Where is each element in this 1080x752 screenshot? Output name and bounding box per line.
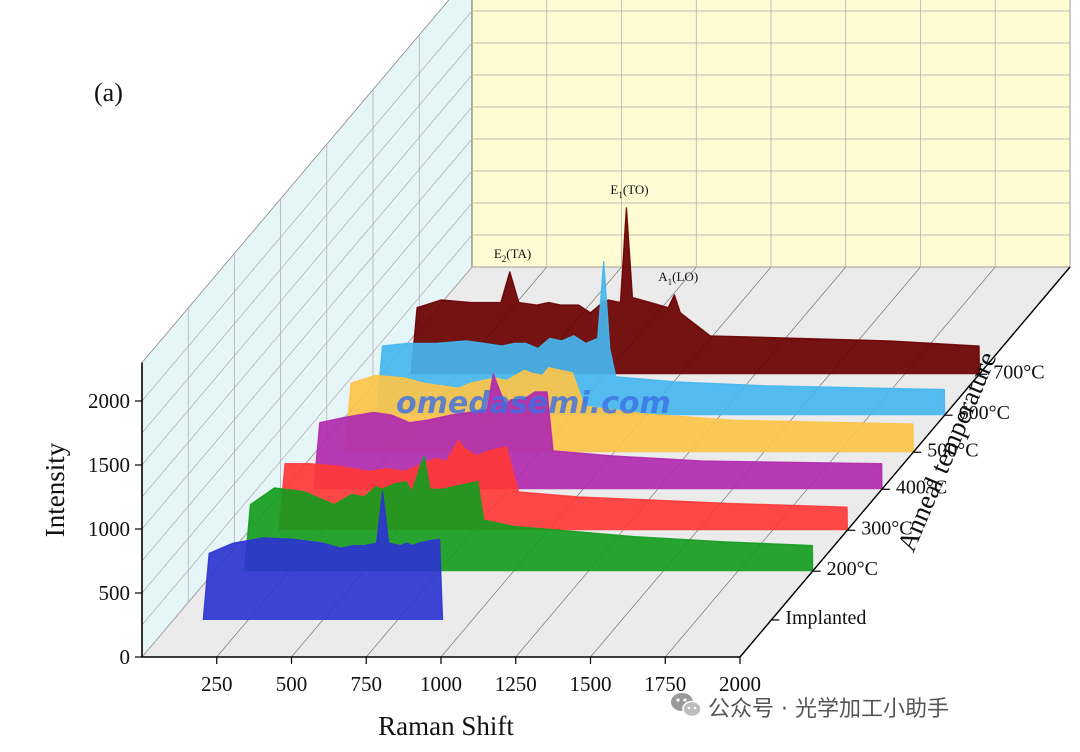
- left-wall-gridline: [141, 10, 473, 402]
- series-line: [202, 491, 444, 621]
- left-wall-gridline: [141, 234, 473, 626]
- peak-label-tail: (TA): [506, 246, 531, 261]
- series-label: 400°C: [896, 476, 947, 498]
- x-tick-label: 750: [351, 672, 383, 696]
- z-axis-line: [739, 266, 1071, 658]
- peak-label-sub: 1: [618, 190, 623, 200]
- peak-label-main: E: [610, 182, 618, 197]
- series-area: [214, 456, 813, 572]
- y-tick-label: 0: [120, 645, 131, 669]
- series-line: [243, 455, 814, 572]
- chart-axes: 250 500 750 1000 1250 1500 1750 200005001000150…: [88, 266, 1071, 696]
- x-axis-title: Raman Shift: [378, 711, 514, 741]
- x-tick-label: 1750: [644, 672, 686, 696]
- peak-label-main: E: [494, 246, 502, 261]
- series-area: [173, 491, 443, 620]
- series-layer: [173, 207, 980, 621]
- y-tick-label: 1500: [88, 453, 130, 477]
- peak-annotation: A1(LO): [658, 269, 698, 287]
- peak-label-sub: 1: [668, 277, 673, 287]
- floor-gridline: [664, 266, 996, 658]
- x-tick-label: 250: [201, 672, 233, 696]
- series-line: [375, 260, 946, 416]
- x-tick-label: 1500: [570, 672, 612, 696]
- series-area: [346, 261, 945, 416]
- series-line: [278, 439, 848, 531]
- series-label: Implanted: [785, 607, 866, 629]
- left-wall-gridline: [141, 170, 473, 562]
- peak-label-tail: (TO): [623, 182, 649, 197]
- left-wall-gridline: [141, 42, 473, 434]
- y-axis-title: Intensity: [40, 442, 70, 537]
- series-line: [344, 367, 914, 453]
- peak-annotation: E1(TO): [610, 182, 648, 200]
- x-tick-label: 2000: [719, 672, 761, 696]
- series-label: 600°C: [959, 402, 1010, 424]
- series-label: 300°C: [861, 517, 912, 539]
- peak-label-tail: (LO): [672, 269, 698, 284]
- left-wall-gridline: [141, 202, 473, 594]
- series-area: [381, 207, 980, 375]
- x-tick-label: 1000: [420, 672, 462, 696]
- peak-label-sub: 2: [502, 254, 507, 264]
- x-tick-label: 500: [276, 672, 308, 696]
- watermark: omedasemi.com: [396, 386, 671, 421]
- y-tick-label: 2000: [88, 389, 130, 413]
- panel-label: (a): [94, 78, 123, 107]
- x-tick-label: 1250: [495, 672, 537, 696]
- wechat-icon: [671, 693, 702, 718]
- source-credit: 公众号 · 光学加工小助手: [708, 697, 949, 722]
- left-wall-gridline: [141, 106, 473, 498]
- chart-labels: 700°C 600°C 500°C 400°C 300°C 200°C Implanted E…: [494, 182, 1045, 629]
- series-line: [313, 373, 883, 490]
- left-wall-gridline: [141, 138, 473, 530]
- series-label: 200°C: [827, 558, 878, 580]
- y-tick-label: 1000: [88, 517, 130, 541]
- peak-annotation: E2(TA): [494, 246, 531, 264]
- series-label: 500°C: [927, 439, 978, 461]
- y-tick-label: 500: [99, 581, 131, 605]
- peak-label-main: A: [658, 269, 668, 284]
- series-label: 700°C: [993, 361, 1044, 383]
- left-wall-gridline: [141, 74, 473, 466]
